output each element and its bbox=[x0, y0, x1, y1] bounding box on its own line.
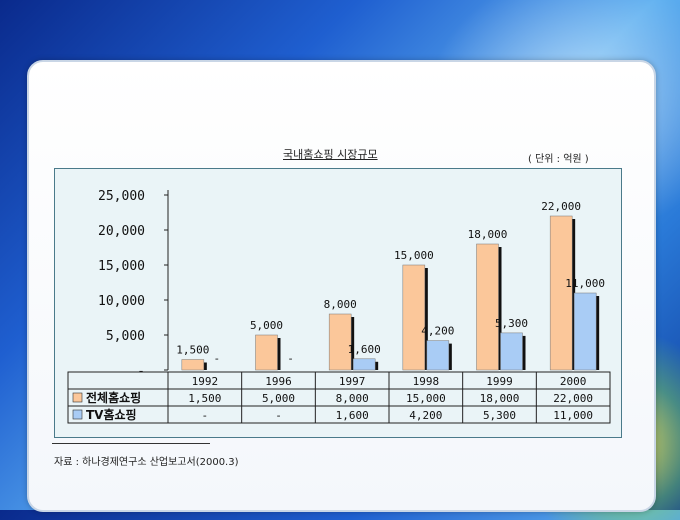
legend-swatch bbox=[72, 392, 83, 403]
x-tick-label: 1996 bbox=[265, 375, 292, 388]
table-cell: 8,000 bbox=[336, 392, 369, 405]
x-tick-label: 1998 bbox=[413, 375, 440, 388]
bar-total-homeshopping bbox=[549, 215, 573, 371]
bar-total-homeshopping bbox=[328, 313, 352, 371]
data-label-tv: - bbox=[214, 352, 221, 365]
table-cell: 5,300 bbox=[483, 409, 516, 422]
table-cell: 1,600 bbox=[336, 409, 369, 422]
legend-label: 전체홈쇼핑 bbox=[86, 390, 141, 405]
table-cell: 11,000 bbox=[553, 409, 593, 422]
x-tick-label: 1997 bbox=[339, 375, 366, 388]
bar-tv-homeshopping bbox=[573, 292, 597, 371]
data-label-total: 8,000 bbox=[324, 298, 357, 311]
bar-total-homeshopping bbox=[255, 334, 278, 371]
bar-total-homeshopping bbox=[181, 359, 205, 371]
bar-total-homeshopping bbox=[402, 264, 426, 371]
legend-swatch bbox=[72, 409, 83, 420]
y-tick-label: 25,000 bbox=[98, 189, 145, 204]
table-cell: 15,000 bbox=[406, 392, 446, 405]
source-divider bbox=[52, 443, 210, 444]
table-cell: - bbox=[275, 409, 282, 422]
data-label-total: 22,000 bbox=[541, 200, 581, 213]
y-tick-label: 5,000 bbox=[106, 329, 145, 344]
unit-note: ( 단위 : 억원 ) bbox=[528, 154, 589, 165]
data-label-total: 18,000 bbox=[468, 228, 508, 241]
table-cell: - bbox=[202, 409, 209, 422]
data-label-tv: - bbox=[287, 352, 294, 365]
data-label-total: 1,500 bbox=[176, 344, 209, 357]
data-label-tv: 1,600 bbox=[348, 343, 381, 356]
bar-tv-homeshopping bbox=[426, 340, 450, 371]
source-note: 자료 : 하나경제연구소 산업보고서(2000.3) bbox=[54, 457, 239, 468]
data-label-total: 15,000 bbox=[394, 249, 434, 262]
table-cell: 1,500 bbox=[188, 392, 221, 405]
table-cell: 4,200 bbox=[409, 409, 442, 422]
chart-title: 국내홈쇼핑 시장규모 bbox=[283, 148, 378, 161]
table-cell: 22,000 bbox=[553, 392, 593, 405]
data-label-tv: 4,200 bbox=[421, 325, 454, 338]
bar-tv-homeshopping bbox=[500, 332, 523, 371]
data-label-tv: 5,300 bbox=[495, 317, 528, 330]
y-tick-label: 15,000 bbox=[98, 259, 145, 274]
bar-total-homeshopping bbox=[476, 243, 499, 371]
y-tick-label: 20,000 bbox=[98, 224, 145, 239]
table-cell: 5,000 bbox=[262, 392, 295, 405]
bar-tv-homeshopping bbox=[352, 358, 376, 371]
x-tick-label: 1999 bbox=[486, 375, 513, 388]
legend-label: TV홈쇼핑 bbox=[86, 407, 137, 422]
y-tick-label: 10,000 bbox=[98, 294, 145, 309]
table-cell: 18,000 bbox=[480, 392, 520, 405]
data-label-total: 5,000 bbox=[250, 319, 283, 332]
data-table bbox=[67, 371, 611, 424]
data-label-tv: 11,000 bbox=[565, 277, 605, 290]
x-tick-label: 2000 bbox=[560, 375, 587, 388]
x-tick-label: 1992 bbox=[192, 375, 219, 388]
